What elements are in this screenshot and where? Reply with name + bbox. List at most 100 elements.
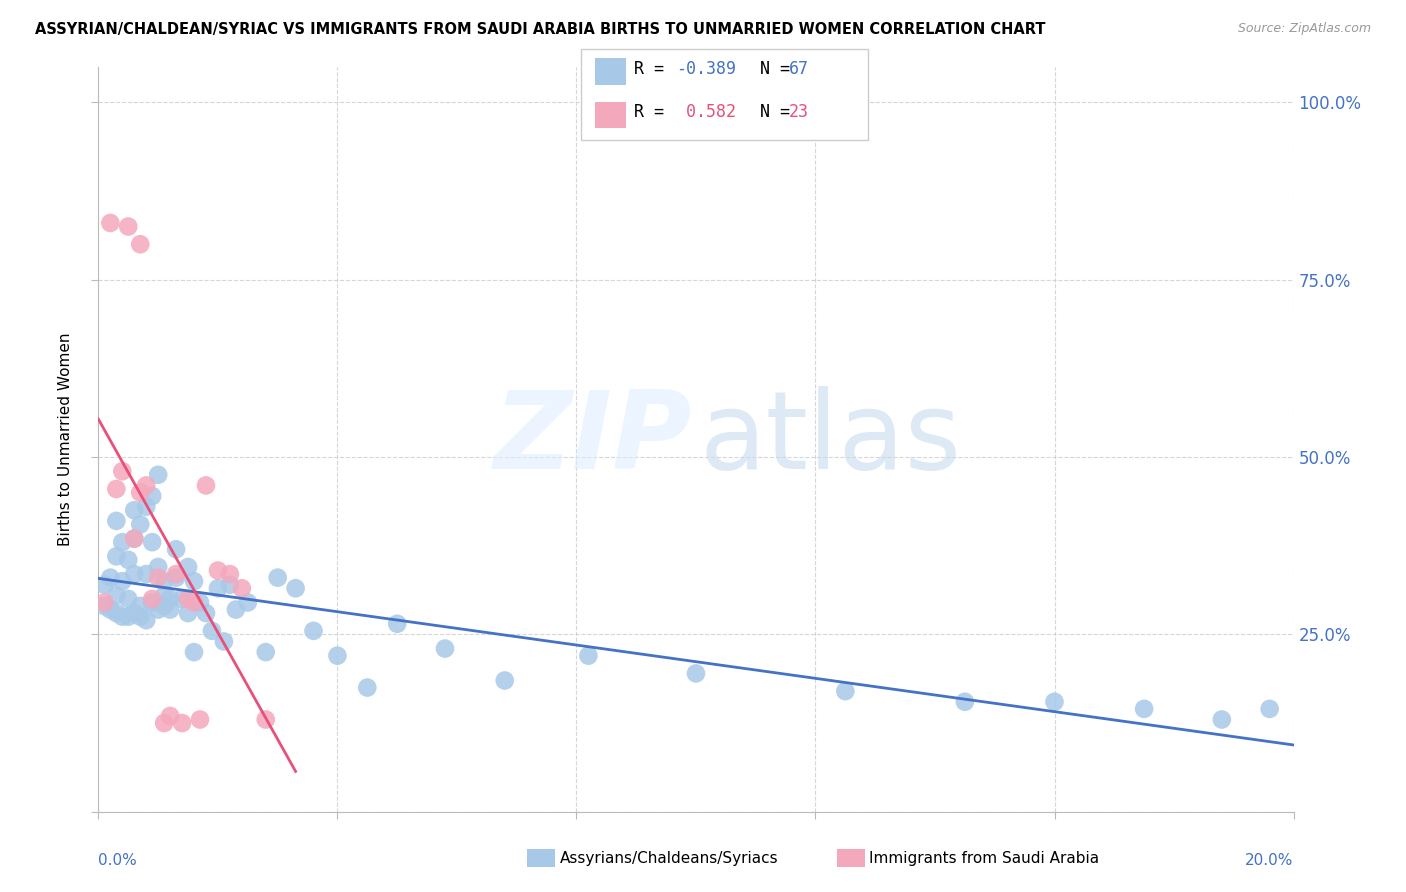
Point [212,634,235,648]
Point [98,216,122,230]
Point [1211,713,1233,727]
Point [129,609,152,624]
Point [183,574,205,589]
Text: Assyrians/Chaldeans/Syriacs: Assyrians/Chaldeans/Syriacs [560,851,778,865]
Point [124,532,146,546]
Point [98,571,122,585]
Text: -0.389: -0.389 [676,60,737,78]
Point [93,595,115,609]
Text: R =: R = [634,103,685,121]
Point [326,648,349,663]
Point [98,602,122,616]
Text: R =: R = [634,60,673,78]
Point [172,591,194,606]
Text: 23: 23 [789,103,808,121]
Point [105,549,128,564]
Text: N =: N = [740,60,800,78]
Point [117,609,139,624]
Point [578,648,600,663]
Point [172,716,194,731]
Point [105,588,128,602]
Point [219,567,242,582]
Point [188,595,211,609]
Point [153,716,176,731]
Point [135,567,157,582]
Point [302,624,325,638]
Point [117,553,139,567]
Point [177,560,200,574]
Point [236,595,259,609]
Text: Immigrants from Saudi Arabia: Immigrants from Saudi Arabia [869,851,1099,865]
Text: 0.0%: 0.0% [98,853,138,868]
Point [129,237,152,252]
Point [284,582,307,596]
Point [105,482,128,496]
Point [267,571,290,585]
Point [105,606,128,620]
Point [195,478,218,492]
Point [129,599,152,613]
Point [685,666,707,681]
Point [1043,695,1066,709]
Point [188,713,211,727]
Point [177,591,200,606]
Point [124,567,146,582]
Point [105,514,128,528]
Point [195,606,218,620]
Point [231,582,253,596]
Point [153,574,176,589]
Point [117,591,139,606]
Point [153,599,176,613]
Text: 20.0%: 20.0% [1246,853,1294,868]
Point [219,578,242,592]
Point [159,602,181,616]
Point [159,709,181,723]
Point [111,574,134,589]
Point [165,542,187,557]
Point [183,595,205,609]
Point [207,582,229,596]
Point [148,571,170,585]
Point [148,560,170,574]
Point [111,464,134,478]
Text: 67: 67 [789,60,808,78]
Point [953,695,976,709]
Point [165,567,187,582]
Point [148,602,170,616]
Point [141,595,163,609]
Point [124,532,146,546]
Point [111,535,134,549]
Point [124,503,146,517]
Point [111,609,134,624]
Point [135,613,157,627]
Point [141,591,163,606]
Point [148,467,170,482]
Point [165,571,187,585]
Text: ZIP: ZIP [494,386,692,492]
Point [135,478,157,492]
Point [129,485,152,500]
Point [434,641,457,656]
Text: Source: ZipAtlas.com: Source: ZipAtlas.com [1237,22,1371,36]
Point [1133,702,1156,716]
Point [129,517,152,532]
Point [141,489,163,503]
Text: ASSYRIAN/CHALDEAN/SYRIAC VS IMMIGRANTS FROM SAUDI ARABIA BIRTHS TO UNMARRIED WOM: ASSYRIAN/CHALDEAN/SYRIAC VS IMMIGRANTS F… [35,22,1046,37]
Point [494,673,516,688]
Point [135,500,157,514]
Y-axis label: Births to Unmarried Women: Births to Unmarried Women [58,333,73,546]
Point [93,578,115,592]
Point [201,624,224,638]
Text: atlas: atlas [700,386,962,492]
Point [385,616,409,631]
Point [254,713,277,727]
Point [183,645,205,659]
Point [177,606,200,620]
Text: N =: N = [740,103,800,121]
Point [1258,702,1281,716]
Point [124,606,146,620]
Point [141,535,163,549]
Point [356,681,378,695]
Point [153,588,176,602]
Text: 0.582: 0.582 [676,103,737,121]
